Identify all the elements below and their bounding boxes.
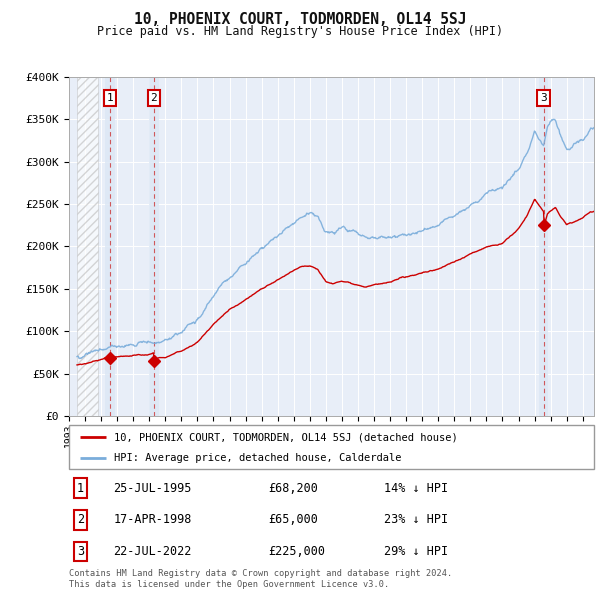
Bar [105, 77, 115, 416]
Text: 2: 2 [151, 93, 157, 103]
Text: £68,200: £68,200 [269, 481, 319, 494]
Text: 14% ↓ HPI: 14% ↓ HPI [384, 481, 448, 494]
Text: 1: 1 [77, 481, 84, 494]
Text: 29% ↓ HPI: 29% ↓ HPI [384, 545, 448, 558]
Text: HPI: Average price, detached house, Calderdale: HPI: Average price, detached house, Cald… [113, 453, 401, 463]
Bar [539, 77, 548, 416]
Text: 2: 2 [77, 513, 84, 526]
Text: 17-APR-1998: 17-APR-1998 [113, 513, 192, 526]
Text: Price paid vs. HM Land Registry's House Price Index (HPI): Price paid vs. HM Land Registry's House … [97, 25, 503, 38]
Text: 23% ↓ HPI: 23% ↓ HPI [384, 513, 448, 526]
Bar [149, 77, 159, 416]
Text: Contains HM Land Registry data © Crown copyright and database right 2024.
This d: Contains HM Land Registry data © Crown c… [69, 569, 452, 589]
Text: 3: 3 [540, 93, 547, 103]
Text: 22-JUL-2022: 22-JUL-2022 [113, 545, 192, 558]
Text: 10, PHOENIX COURT, TODMORDEN, OL14 5SJ (detached house): 10, PHOENIX COURT, TODMORDEN, OL14 5SJ (… [113, 432, 457, 442]
Text: £225,000: £225,000 [269, 545, 325, 558]
Bar [77, 77, 98, 416]
Text: 1: 1 [107, 93, 113, 103]
Text: £65,000: £65,000 [269, 513, 319, 526]
Text: 10, PHOENIX COURT, TODMORDEN, OL14 5SJ: 10, PHOENIX COURT, TODMORDEN, OL14 5SJ [134, 12, 466, 27]
Text: 3: 3 [77, 545, 84, 558]
Text: 25-JUL-1995: 25-JUL-1995 [113, 481, 192, 494]
